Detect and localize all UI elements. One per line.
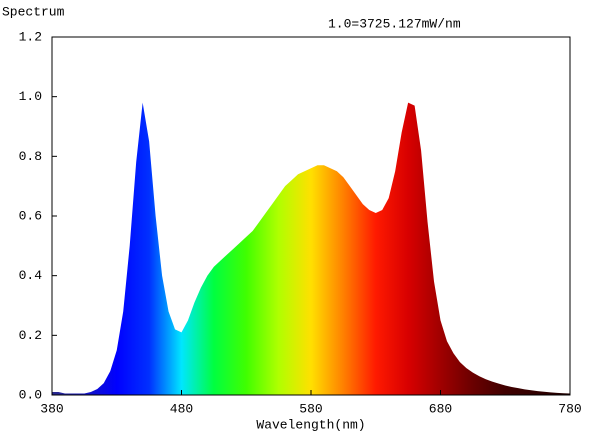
y-tick-label: 0.4 [19,268,43,283]
x-tick-label: 480 [170,401,193,416]
y-tick-label: 0.8 [19,149,42,164]
y-tick-label: 1.2 [19,29,42,44]
annotation: 1.0=3725.127mW/nm [328,16,461,31]
y-tick-label: 0.6 [19,208,42,223]
x-tick-label: 580 [299,401,322,416]
chart-title: Spectrum [2,4,65,19]
spectrum-area [52,102,570,395]
x-axis-label: Wavelength(nm) [256,417,365,432]
y-tick-label: 0.0 [19,387,42,402]
x-tick-label: 380 [40,401,63,416]
y-tick-label: 1.0 [19,89,42,104]
x-tick-label: 780 [558,401,581,416]
y-tick-label: 0.2 [19,328,42,343]
x-tick-label: 680 [429,401,452,416]
